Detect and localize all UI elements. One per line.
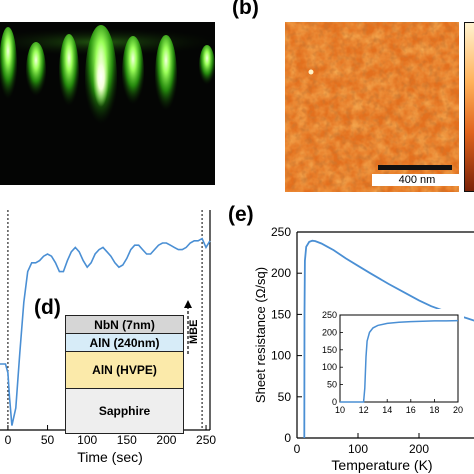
panel-label-b: (b) — [232, 0, 259, 19]
layer-1: AlN (240nm) — [65, 334, 184, 352]
layer-list: NbN (7nm) AlN (240nm) AlN (HVPE) Sapphire — [65, 315, 184, 434]
rheed-streak — [26, 42, 46, 102]
rheed-streak — [122, 36, 144, 112]
chart-d-x-tick-label: 150 — [117, 433, 137, 447]
afm-image — [285, 22, 459, 192]
chart-e-inset-y-tick-label: 150 — [322, 345, 337, 355]
chart-e-inset-background — [310, 309, 464, 424]
layer-2: AlN (HVPE) — [65, 352, 184, 389]
chart-e-inset-x-tick-label: 14 — [382, 405, 392, 415]
scale-bar-label: 400 nm — [372, 174, 462, 186]
mbe-label-wrap: MBE — [188, 306, 202, 346]
chart-d: 0 50 100 150 200 250 Time (sec) — [0, 210, 216, 465]
chart-e-x-tick-label: 0 — [294, 442, 301, 456]
chart-e-inset-x-tick-label: 10 — [335, 405, 345, 415]
rheed-streak-core — [93, 50, 109, 110]
panel-label-e: (e) — [228, 203, 254, 226]
rheed-pattern-image — [0, 22, 215, 185]
chart-e-x-tick-label: 200 — [409, 442, 429, 456]
chart-e-inset-series-line — [340, 319, 459, 403]
rheed-streak — [59, 34, 79, 114]
chart-e-inset-y-tick-label: 200 — [322, 327, 337, 337]
chart-d-plot-area: 0 50 100 150 200 250 Time (sec) — [0, 210, 216, 465]
chart-e-y-tick-label: 0 — [284, 431, 291, 445]
chart-e-inset-y-tick-label: 0 — [332, 397, 337, 407]
chart-e-inset-y-tick-label: 250 — [322, 310, 337, 320]
rheed-streaks — [0, 22, 215, 185]
afm-colorbar — [464, 22, 474, 192]
chart-e-series-line — [303, 239, 474, 439]
chart-d-x-tick-label: 0 — [5, 433, 12, 447]
layer-0: NbN (7nm) — [65, 315, 184, 334]
chart-e-x-tick-label: 100 — [348, 442, 368, 456]
chart-e-y-tick-label: 200 — [271, 266, 291, 280]
chart-e-x-label: Temperature (K) — [331, 457, 432, 473]
afm-particle — [308, 69, 314, 75]
chart-e-inset-y-tick-label: 50 — [327, 380, 337, 390]
panel-label-d: (d) — [34, 296, 61, 319]
chart-e-inset-y-tick-label: 100 — [322, 362, 337, 372]
chart-d-x-tick-label: 250 — [196, 433, 216, 447]
chart-d-x-tick-label: 50 — [41, 433, 55, 447]
chart-e-inset-frame — [339, 314, 459, 403]
chart-e-y-tick-label: 150 — [271, 307, 291, 321]
chart-e-inset-x-tick-label: 16 — [406, 405, 416, 415]
layer-3: Sapphire — [65, 389, 184, 434]
chart-e-y-tick-label: 250 — [271, 225, 291, 239]
layer-stack: NbN (7nm) AlN (240nm) AlN (HVPE) Sapphire — [65, 315, 184, 434]
chart-e-inset-x-tick-label: 20 — [453, 405, 463, 415]
chart-e-y-label: Sheet resistance (Ω/sq) — [253, 267, 268, 403]
rheed-streak — [199, 45, 215, 89]
mbe-label: MBE — [188, 319, 200, 344]
rheed-streak — [155, 35, 177, 119]
scale-bar — [378, 165, 452, 170]
afm-surface — [285, 22, 459, 192]
mbe-arrow — [183, 300, 203, 356]
chart-e-inset-x-tick-label: 18 — [429, 405, 439, 415]
chart-d-x-tick-label: 100 — [77, 433, 97, 447]
chart-e-y-tick-label: 100 — [271, 349, 291, 363]
rheed-streak — [0, 27, 17, 107]
chart-d-series-line — [0, 237, 211, 426]
chart-e-inset-x-tick-label: 12 — [359, 405, 369, 415]
chart-e-y-tick-label: 50 — [278, 390, 292, 404]
chart-d-x-label: Time (sec) — [77, 449, 143, 465]
chart-d-x-tick-label: 200 — [156, 433, 176, 447]
